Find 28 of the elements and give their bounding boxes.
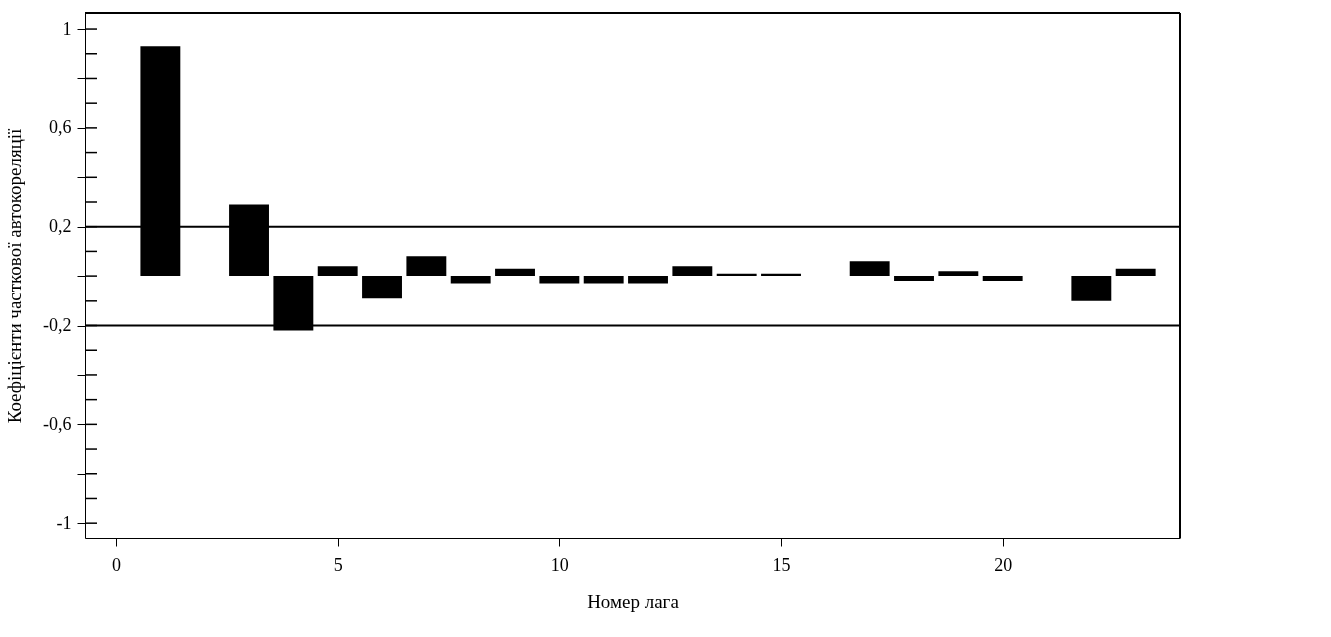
bar bbox=[317, 266, 358, 277]
x-tick-label: 0 bbox=[112, 554, 122, 575]
bar bbox=[495, 268, 535, 277]
y-tick-label: -0,2 bbox=[43, 315, 72, 336]
y-tick-label: 0,2 bbox=[49, 216, 72, 237]
bar bbox=[849, 261, 890, 277]
bar bbox=[406, 256, 447, 277]
bar bbox=[539, 276, 580, 284]
y-axis-title: Коефіцієнти часткової автокореляції bbox=[4, 127, 26, 424]
y-tick-label: -0,6 bbox=[43, 413, 72, 434]
bar bbox=[938, 271, 979, 277]
y-tick-label: 0,6 bbox=[49, 117, 72, 138]
x-tick-label: 15 bbox=[772, 554, 791, 575]
bar bbox=[628, 276, 668, 284]
bar bbox=[1071, 276, 1112, 301]
x-tick-label: 10 bbox=[550, 554, 569, 575]
bar bbox=[583, 276, 624, 284]
bar bbox=[982, 276, 1023, 282]
bar bbox=[450, 276, 491, 284]
bar bbox=[672, 266, 713, 277]
x-axis-title: Номер лага bbox=[587, 590, 680, 612]
x-tick-label: 20 bbox=[994, 554, 1013, 575]
bar bbox=[1115, 268, 1156, 277]
y-tick-label: 1 bbox=[62, 18, 72, 39]
y-tick-label: -1 bbox=[56, 512, 72, 533]
bar bbox=[894, 276, 934, 282]
x-tick-label: 5 bbox=[333, 554, 343, 575]
bar bbox=[362, 276, 402, 299]
